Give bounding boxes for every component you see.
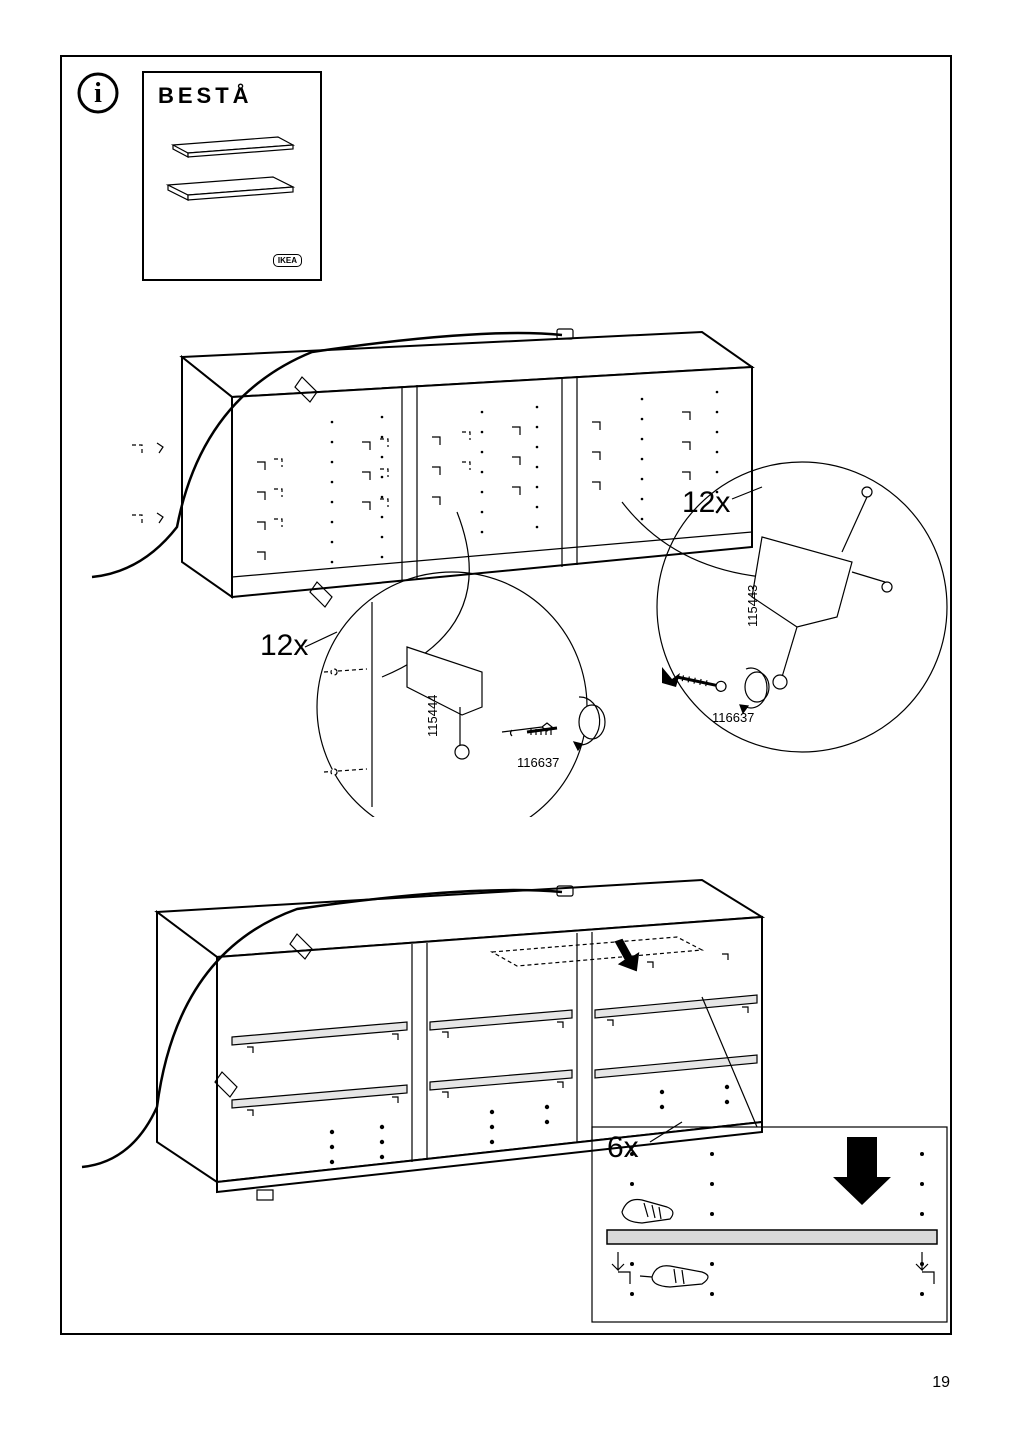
callout-right: 12x 115443 [657,462,947,752]
step2-diagram: 6x [62,832,954,1332]
product-reference-card: BESTÅ IKEA [142,71,322,281]
qty-label-right: 12x [682,486,730,519]
product-name: BESTÅ [158,83,306,109]
svg-text:i: i [94,78,102,109]
instruction-page: i BESTÅ IKEA [60,55,952,1335]
callout-rect: 6x [592,1122,947,1322]
info-icon: i [76,71,120,115]
part-label: 115443 [745,585,760,627]
part-label: 116637 [517,755,559,770]
qty-label: 6x [607,1131,639,1164]
step1-diagram: 12x 115444 [62,277,954,817]
callout-left: 12x 115444 [260,572,605,817]
page-number: 19 [932,1374,950,1392]
part-label: 115444 [425,695,440,737]
shelf-illustration [158,127,308,227]
qty-label-left: 12x [260,629,308,662]
brand-logo: IKEA [273,254,302,267]
part-label: 116637 [712,710,754,725]
